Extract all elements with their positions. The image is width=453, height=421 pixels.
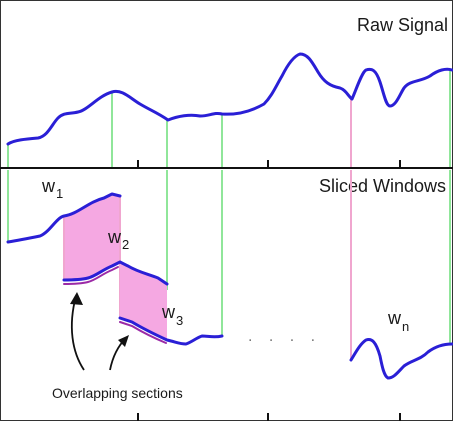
raw-signal-dividers	[7, 70, 451, 168]
window-2-overlap-edge	[63, 266, 119, 285]
window-label-3: w 3	[161, 302, 183, 328]
middle-axis	[0, 160, 453, 169]
arrowhead-icon	[70, 292, 83, 305]
window-n-curve	[349, 338, 453, 380]
window-label-1: w 1	[41, 176, 63, 201]
window-1-curve	[6, 192, 122, 244]
ellipsis: . . . .	[248, 328, 321, 345]
window-label-n: w n	[387, 308, 409, 334]
window-3-overlap-edge	[119, 321, 167, 344]
window-label-base: w	[161, 302, 176, 322]
window-label-2: w 2	[107, 227, 129, 252]
raw-signal-curve	[6, 52, 453, 146]
window-label-subscript: n	[402, 319, 409, 334]
window-2-curve	[62, 260, 169, 286]
sliced-windows-title: Sliced Windows	[319, 176, 446, 196]
window-label-base: w	[107, 227, 122, 247]
window-label-base: w	[41, 176, 56, 196]
window-dividers	[7, 170, 451, 360]
window-3-curve	[118, 316, 224, 346]
overlap-region-1	[64, 194, 120, 280]
overlap-label: Overlapping sections	[52, 385, 183, 401]
window-label-subscript: 3	[176, 313, 183, 328]
window-label-base: w	[387, 308, 402, 328]
overlap-arrows	[70, 292, 129, 371]
window-label-subscript: 2	[122, 237, 129, 252]
bottom-axis-ticks	[137, 413, 401, 421]
raw-signal-title: Raw Signal	[357, 15, 448, 35]
arrow-to-overlap-1	[70, 295, 85, 371]
window-label-subscript: 1	[56, 186, 63, 201]
arrowhead-icon	[118, 335, 129, 347]
